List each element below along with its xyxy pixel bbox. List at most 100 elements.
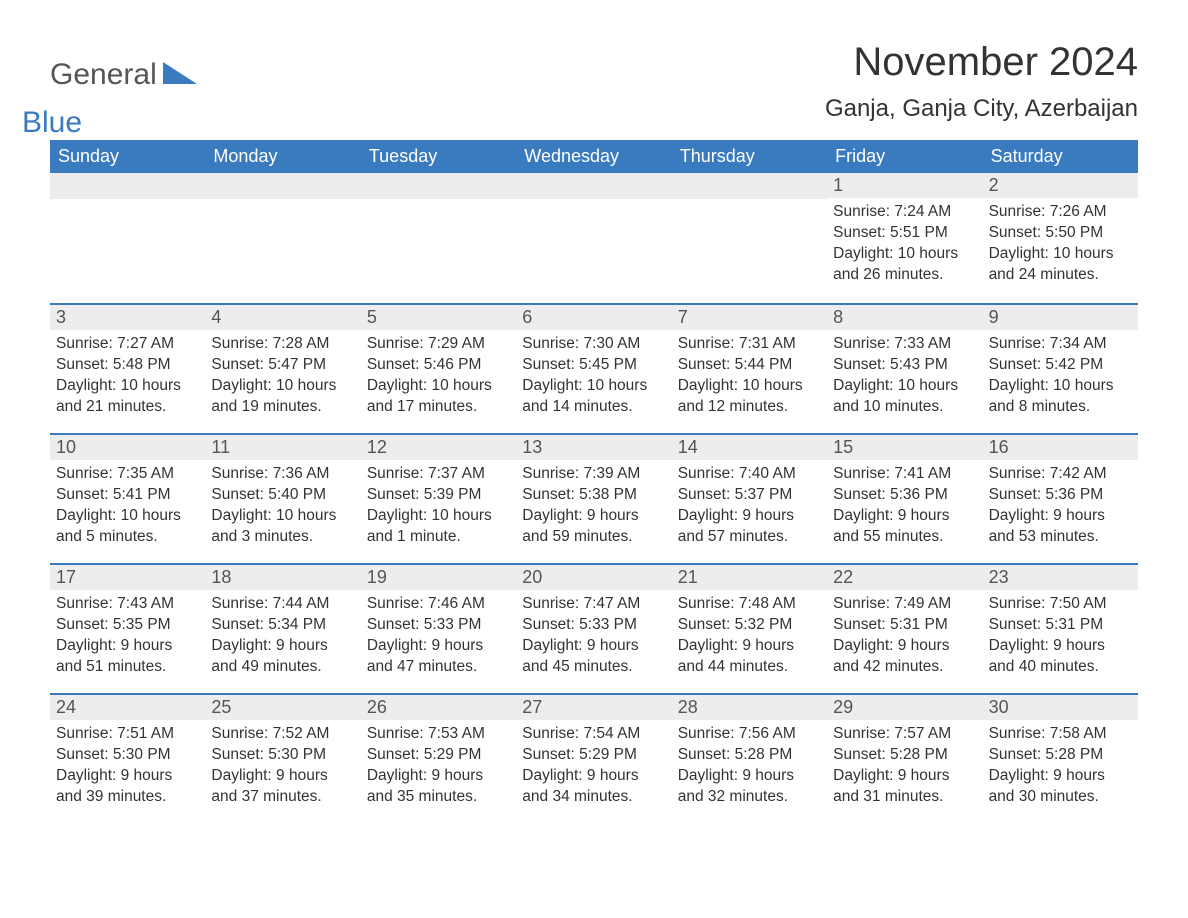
daylight-text: Daylight: 9 hours and 49 minutes. [211, 636, 354, 678]
day-cell: 11Sunrise: 7:36 AMSunset: 5:40 PMDayligh… [205, 435, 360, 563]
sunrise-text: Sunrise: 7:44 AM [211, 594, 354, 615]
day-details: Sunrise: 7:35 AMSunset: 5:41 PMDaylight:… [50, 460, 205, 556]
sunset-text: Sunset: 5:31 PM [989, 615, 1132, 636]
daylight-text: Daylight: 9 hours and 42 minutes. [833, 636, 976, 678]
day-details: Sunrise: 7:48 AMSunset: 5:32 PMDaylight:… [672, 590, 827, 686]
sunrise-text: Sunrise: 7:36 AM [211, 464, 354, 485]
weekday-header: Thursday [672, 140, 827, 173]
day-number: 12 [361, 435, 516, 460]
day-cell: 21Sunrise: 7:48 AMSunset: 5:32 PMDayligh… [672, 565, 827, 693]
daylight-text: Daylight: 9 hours and 40 minutes. [989, 636, 1132, 678]
day-number: 3 [50, 305, 205, 330]
sunrise-text: Sunrise: 7:34 AM [989, 334, 1132, 355]
sunrise-text: Sunrise: 7:26 AM [989, 202, 1132, 223]
daylight-text: Daylight: 9 hours and 47 minutes. [367, 636, 510, 678]
day-details: Sunrise: 7:54 AMSunset: 5:29 PMDaylight:… [516, 720, 671, 816]
sunset-text: Sunset: 5:33 PM [367, 615, 510, 636]
sunrise-text: Sunrise: 7:28 AM [211, 334, 354, 355]
day-details: Sunrise: 7:28 AMSunset: 5:47 PMDaylight:… [205, 330, 360, 426]
sunrise-text: Sunrise: 7:39 AM [522, 464, 665, 485]
day-number: 27 [516, 695, 671, 720]
day-details: Sunrise: 7:37 AMSunset: 5:39 PMDaylight:… [361, 460, 516, 556]
daylight-text: Daylight: 10 hours and 3 minutes. [211, 506, 354, 548]
day-number: 11 [205, 435, 360, 460]
weekday-header: Wednesday [516, 140, 671, 173]
day-cell: 18 Sunrise: 7:44 AMSunset: 5:34 PMDayligh… [205, 565, 360, 693]
day-cell: 16Sunrise: 7:42 AMSunset: 5:36 PMDayligh… [983, 435, 1138, 563]
day-number: 24 [50, 695, 205, 720]
day-details: Sunrise: 7:51 AMSunset: 5:30 PMDaylight:… [50, 720, 205, 816]
sunrise-text: Sunrise: 7:50 AM [989, 594, 1132, 615]
day-number: 25 [205, 695, 360, 720]
day-cell [50, 173, 205, 303]
sunset-text: Sunset: 5:36 PM [989, 485, 1132, 506]
logo: General Blue [50, 58, 199, 126]
sunset-text: Sunset: 5:28 PM [833, 745, 976, 766]
logo-text-blue: Blue [22, 106, 82, 139]
day-cell: 6Sunrise: 7:30 AMSunset: 5:45 PMDaylight… [516, 305, 671, 433]
sunrise-text: Sunrise: 7:48 AM [678, 594, 821, 615]
sunset-text: Sunset: 5:47 PM [211, 355, 354, 376]
sunset-text: Sunset: 5:30 PM [211, 745, 354, 766]
day-number: 13 [516, 435, 671, 460]
day-number: 18 [205, 565, 360, 590]
day-cell: 22Sunrise: 7:49 AMSunset: 5:31 PMDayligh… [827, 565, 982, 693]
day-number: 6 [516, 305, 671, 330]
daylight-text: Daylight: 9 hours and 39 minutes. [56, 766, 199, 808]
week-row: 3Sunrise: 7:27 AMSunset: 5:48 PMDaylight… [50, 303, 1138, 433]
day-cell: 14Sunrise: 7:40 AMSunset: 5:37 PMDayligh… [672, 435, 827, 563]
sunrise-text: Sunrise: 7:57 AM [833, 724, 976, 745]
day-details: Sunrise: 7:47 AMSunset: 5:33 PMDaylight:… [516, 590, 671, 686]
day-cell [516, 173, 671, 303]
day-number: 19 [361, 565, 516, 590]
day-details: Sunrise: 7:49 AMSunset: 5:31 PMDaylight:… [827, 590, 982, 686]
daylight-text: Daylight: 9 hours and 37 minutes. [211, 766, 354, 808]
day-details: Sunrise: 7:30 AMSunset: 5:45 PMDaylight:… [516, 330, 671, 426]
day-details: Sunrise: 7:27 AMSunset: 5:48 PMDaylight:… [50, 330, 205, 426]
empty-day [361, 173, 516, 199]
day-cell: 19Sunrise: 7:46 AMSunset: 5:33 PMDayligh… [361, 565, 516, 693]
logo-triangle-icon [163, 62, 197, 89]
day-cell: 20Sunrise: 7:47 AMSunset: 5:33 PMDayligh… [516, 565, 671, 693]
day-number: 21 [672, 565, 827, 590]
weekday-header: Monday [205, 140, 360, 173]
day-number: 8 [827, 305, 982, 330]
day-details: Sunrise: 7:41 AMSunset: 5:36 PMDaylight:… [827, 460, 982, 556]
sunset-text: Sunset: 5:50 PM [989, 223, 1132, 244]
day-cell: 26Sunrise: 7:53 AMSunset: 5:29 PMDayligh… [361, 695, 516, 823]
daylight-text: Daylight: 10 hours and 1 minute. [367, 506, 510, 548]
sunset-text: Sunset: 5:37 PM [678, 485, 821, 506]
daylight-text: Daylight: 10 hours and 10 minutes. [833, 376, 976, 418]
day-number: 29 [827, 695, 982, 720]
daylight-text: Daylight: 10 hours and 8 minutes. [989, 376, 1132, 418]
day-number: 4 [205, 305, 360, 330]
daylight-text: Daylight: 10 hours and 12 minutes. [678, 376, 821, 418]
day-number: 2 [983, 173, 1138, 198]
daylight-text: Daylight: 9 hours and 44 minutes. [678, 636, 821, 678]
sunset-text: Sunset: 5:36 PM [833, 485, 976, 506]
sunrise-text: Sunrise: 7:35 AM [56, 464, 199, 485]
day-details: Sunrise: 7:56 AMSunset: 5:28 PMDaylight:… [672, 720, 827, 816]
sunrise-text: Sunrise: 7:29 AM [367, 334, 510, 355]
daylight-text: Daylight: 10 hours and 21 minutes. [56, 376, 199, 418]
day-details: Sunrise: 7:52 AMSunset: 5:30 PMDaylight:… [205, 720, 360, 816]
week-row: 10Sunrise: 7:35 AMSunset: 5:41 PMDayligh… [50, 433, 1138, 563]
day-number: 14 [672, 435, 827, 460]
day-details: Sunrise: 7:26 AMSunset: 5:50 PMDaylight:… [983, 198, 1138, 294]
sunrise-text: Sunrise: 7:43 AM [56, 594, 199, 615]
sunrise-text: Sunrise: 7:53 AM [367, 724, 510, 745]
daylight-text: Daylight: 9 hours and 35 minutes. [367, 766, 510, 808]
sunrise-text: Sunrise: 7:51 AM [56, 724, 199, 745]
daylight-text: Daylight: 9 hours and 51 minutes. [56, 636, 199, 678]
sunset-text: Sunset: 5:34 PM [211, 615, 354, 636]
day-cell: 4Sunrise: 7:28 AMSunset: 5:47 PMDaylight… [205, 305, 360, 433]
sunrise-text: Sunrise: 7:42 AM [989, 464, 1132, 485]
day-details: Sunrise: 7:53 AMSunset: 5:29 PMDaylight:… [361, 720, 516, 816]
day-details: Sunrise: 7:42 AMSunset: 5:36 PMDaylight:… [983, 460, 1138, 556]
week-row: 24Sunrise: 7:51 AMSunset: 5:30 PMDayligh… [50, 693, 1138, 823]
day-cell: 17Sunrise: 7:43 AMSunset: 5:35 PMDayligh… [50, 565, 205, 693]
weekday-header-row: Sunday Monday Tuesday Wednesday Thursday… [50, 140, 1138, 173]
sunrise-text: Sunrise: 7:52 AM [211, 724, 354, 745]
day-cell: 10Sunrise: 7:35 AMSunset: 5:41 PMDayligh… [50, 435, 205, 563]
day-number: 26 [361, 695, 516, 720]
